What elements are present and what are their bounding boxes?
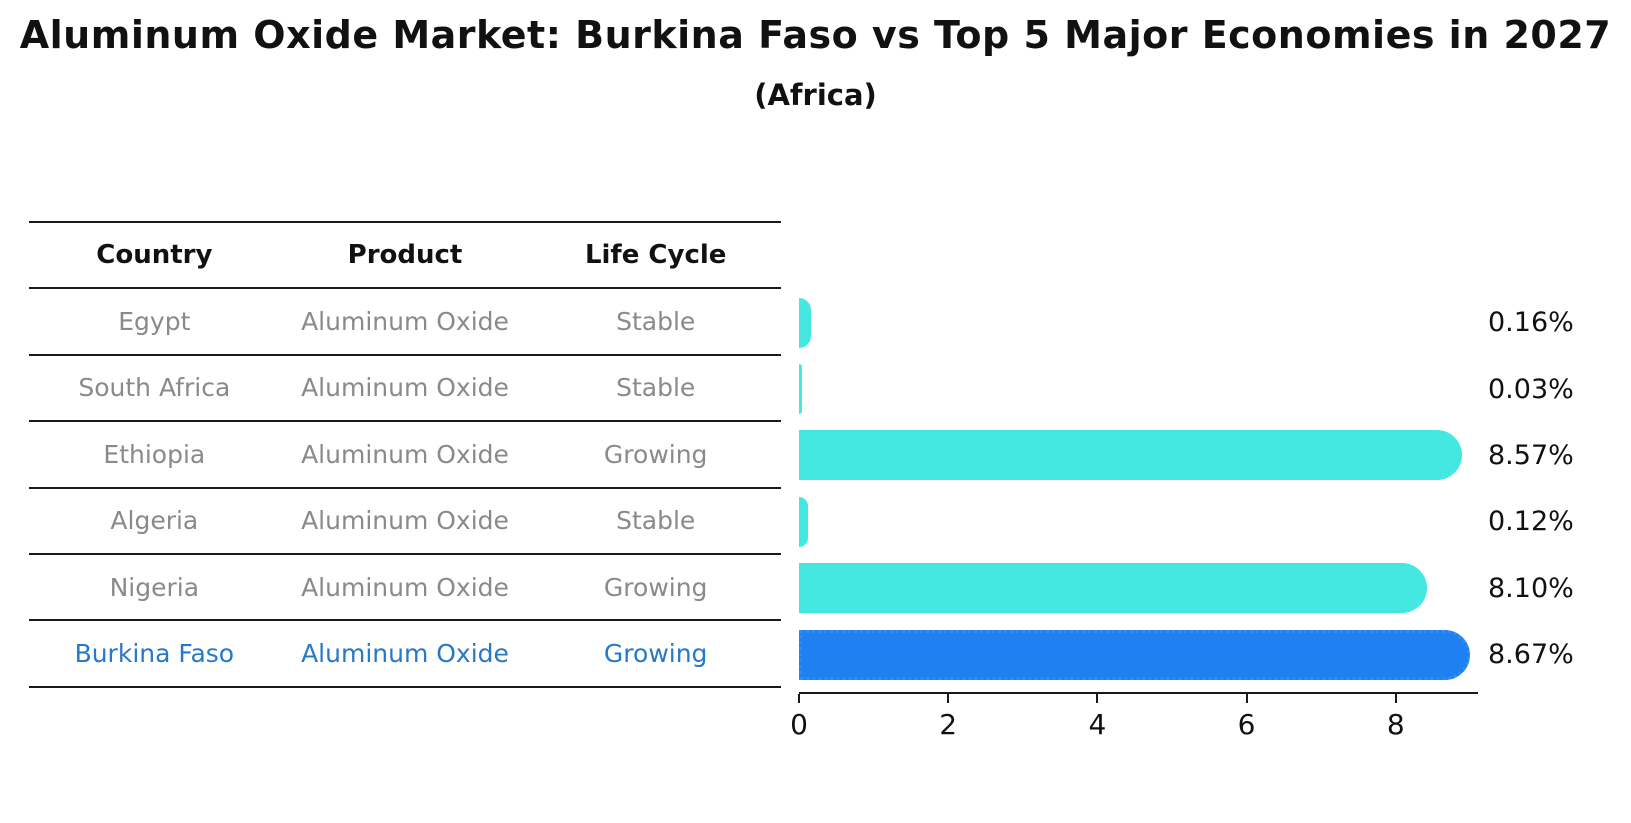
column-header-product: Product: [347, 240, 463, 271]
table-body: Egypt Aluminum Oxide Stable South Africa Alu…: [29, 289, 781, 688]
cell-country: Burkina Faso: [74, 639, 235, 669]
cell-product: Aluminum Oxide: [301, 506, 509, 536]
chart-title: Aluminum Oxide Market: Burkina Faso vs T…: [19, 13, 1612, 57]
cell-life-cycle: Stable: [616, 373, 696, 403]
x-axis-line: [799, 692, 1478, 694]
column-header-country: Country: [96, 240, 213, 271]
x-axis-tick: [947, 694, 950, 703]
cell-product: Aluminum Oxide: [301, 373, 509, 403]
table-row: Nigeria Aluminum Oxide Growing: [29, 555, 781, 622]
table-header-row: Country Product Life Cycle: [29, 223, 781, 290]
x-axis-tick: [1245, 694, 1248, 703]
chart-subtitle: (Africa): [754, 78, 877, 112]
x-axis-tick: [1394, 694, 1397, 703]
table-row: South Africa Aluminum Oxide Stable: [29, 356, 781, 423]
x-axis-tick: [1096, 694, 1099, 703]
value-label: 8.67%: [1488, 639, 1574, 671]
table-row: Algeria Aluminum Oxide Stable: [29, 489, 781, 555]
cell-product: Aluminum Oxide: [301, 639, 509, 669]
cell-country: Egypt: [118, 307, 191, 337]
x-axis-tick-label: 6: [1237, 708, 1256, 741]
cell-product: Aluminum Oxide: [301, 307, 509, 337]
cell-life-cycle: Growing: [603, 639, 708, 669]
bar-egypt: [799, 297, 811, 348]
bar-burkina-faso: [799, 629, 1470, 680]
cell-life-cycle: Growing: [603, 572, 708, 602]
cell-country: Nigeria: [109, 572, 200, 602]
table-row: Ethiopia Aluminum Oxide Growing: [29, 422, 781, 489]
bar-ethiopia: [799, 430, 1463, 481]
cell-life-cycle: Stable: [616, 506, 696, 536]
cell-country: Ethiopia: [103, 439, 206, 469]
value-label: 0.12%: [1488, 506, 1574, 538]
x-axis-tick-label: 2: [939, 708, 958, 741]
bar-nigeria: [799, 563, 1428, 614]
country-table: Country Product Life Cycle Egypt Aluminum…: [29, 221, 781, 688]
x-axis-tick: [798, 694, 800, 703]
cell-country: Algeria: [110, 506, 199, 536]
value-label: 0.16%: [1488, 307, 1574, 339]
x-axis-tick-label: 8: [1386, 708, 1405, 741]
value-label: 0.03%: [1488, 373, 1574, 405]
table-row: Egypt Aluminum Oxide Stable: [29, 289, 781, 356]
bar-algeria: [799, 496, 808, 547]
cell-product: Aluminum Oxide: [301, 439, 509, 469]
bar-south-africa: [799, 364, 802, 414]
column-header-life-cycle: Life Cycle: [584, 240, 727, 271]
x-axis-tick-label: 0: [790, 708, 808, 741]
table-row: Burkina Faso Aluminum Oxide Growing: [29, 621, 781, 688]
value-label: 8.10%: [1488, 572, 1574, 604]
value-label: 8.57%: [1488, 439, 1574, 471]
cell-country: South Africa: [78, 373, 231, 403]
cell-product: Aluminum Oxide: [301, 572, 509, 602]
x-axis-tick-label: 4: [1088, 708, 1107, 741]
cell-life-cycle: Stable: [616, 307, 696, 337]
cell-life-cycle: Growing: [603, 439, 708, 469]
